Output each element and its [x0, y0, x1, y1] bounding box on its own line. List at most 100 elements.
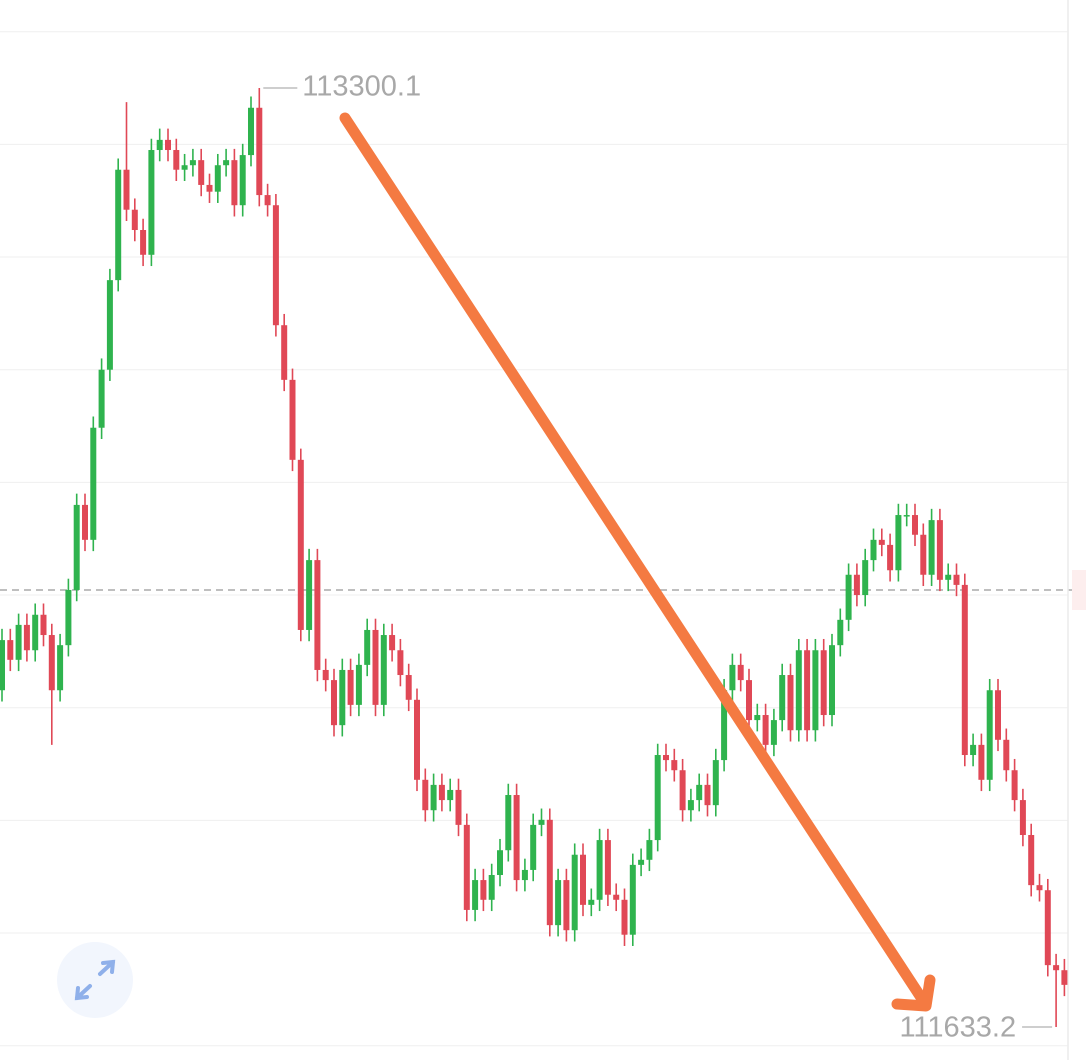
candle-body [530, 824, 537, 870]
candle-body [770, 720, 777, 745]
candle-body [986, 690, 993, 780]
candle-body [505, 795, 512, 851]
candle-body [604, 840, 611, 895]
candle-body [57, 645, 64, 691]
candle-body [472, 880, 479, 910]
candle-body [281, 325, 288, 380]
candle-body [596, 840, 603, 900]
candle-body [862, 560, 869, 596]
candle-body [663, 755, 669, 761]
candle-body [364, 629, 371, 665]
candle-body [820, 650, 827, 716]
candle-body [297, 459, 304, 630]
candle-body [853, 574, 860, 596]
candle-body [438, 784, 445, 801]
candle-body [339, 669, 346, 726]
candle-body [289, 379, 296, 460]
candle-body [928, 520, 935, 575]
candle-body [272, 205, 279, 326]
candle-body [978, 744, 985, 780]
expand-button[interactable] [57, 942, 133, 1018]
low-label: 111633.2 [899, 1012, 1016, 1044]
candle-body [173, 150, 180, 170]
candle-body [646, 840, 653, 860]
candle-body [679, 770, 686, 811]
candle-body [729, 664, 736, 691]
candle-body [613, 894, 620, 900]
candle-body [248, 107, 254, 156]
candle-body [331, 680, 337, 726]
candle-body [181, 165, 188, 170]
candle-body [405, 675, 412, 700]
candle-body [82, 504, 88, 540]
candle-body [580, 854, 586, 905]
candle-body [322, 669, 329, 681]
candle-body [1011, 770, 1018, 801]
candle-body [878, 539, 885, 545]
candle-body [1019, 800, 1026, 836]
high-label: 113300.1 [302, 71, 421, 103]
candle-body [214, 165, 221, 192]
candle-body [140, 230, 147, 255]
candle-body [40, 614, 47, 636]
candle-body [538, 819, 545, 825]
candle-body [912, 515, 918, 535]
candle-body [621, 899, 628, 935]
labels: 113300.1 111633.2 [263, 71, 1053, 1044]
candle-body [1003, 739, 1010, 771]
candle-body [829, 645, 835, 716]
candle-body [32, 614, 39, 651]
candle-body [347, 669, 354, 705]
candle-body [414, 699, 420, 780]
candle-body [804, 650, 811, 731]
candle-body [98, 369, 105, 428]
candle-body [90, 427, 97, 540]
candle-body [189, 160, 196, 166]
candle-body [762, 715, 769, 745]
candle-body [903, 515, 910, 517]
candle-body [165, 139, 171, 151]
candle-body [256, 107, 263, 196]
candle-body [746, 680, 752, 721]
candle-body [0, 640, 5, 691]
candle-body [995, 690, 1001, 740]
candle-body [920, 534, 927, 575]
candle-body [895, 515, 902, 571]
candle-body [1053, 965, 1060, 971]
candle-body [563, 880, 570, 931]
candle-body [795, 650, 802, 731]
candle-body [123, 169, 130, 210]
candle-body [206, 184, 213, 192]
candle-body [15, 624, 22, 660]
candle-body [488, 875, 495, 900]
candle-body [737, 664, 744, 681]
candle-body [787, 675, 794, 731]
candle-body [936, 520, 943, 580]
candle-body [546, 819, 553, 926]
candle-body [513, 795, 520, 881]
candles [0, 87, 1068, 1027]
candle-body [696, 784, 703, 801]
candle-body [48, 635, 55, 691]
candle-body [455, 789, 462, 825]
candle-body [638, 859, 645, 865]
candle-body [389, 635, 396, 651]
candle-body [73, 504, 80, 590]
candle-body [654, 755, 661, 841]
candle-body [953, 574, 960, 585]
candle-body [314, 560, 321, 670]
candle-body [397, 650, 404, 676]
candle-body [721, 690, 728, 761]
candle-body [779, 675, 786, 721]
candle-body [355, 664, 362, 705]
candle-body [712, 760, 719, 806]
candle-body [1036, 885, 1043, 891]
candle-body [447, 789, 454, 801]
candle-body [480, 880, 487, 900]
candle-body [1061, 970, 1068, 985]
candle-body [812, 650, 819, 731]
candle-body [870, 539, 877, 561]
candle-body [845, 574, 852, 620]
